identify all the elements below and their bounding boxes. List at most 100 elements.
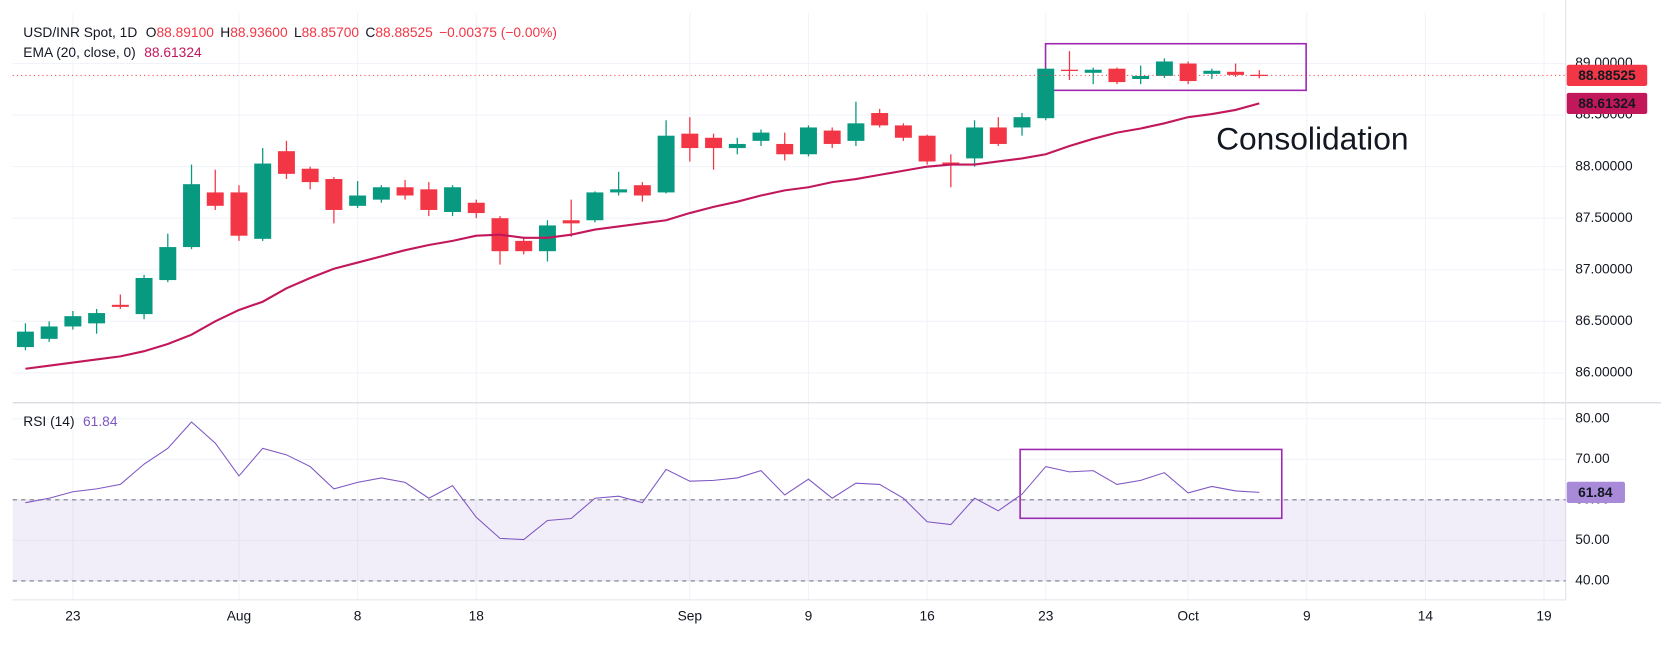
candle-body [1013,117,1031,128]
candle-body [467,202,485,214]
rsi-name: RSI (14) [23,414,74,429]
x-tick-label: 9 [805,608,813,623]
symbol-title: USD/INR Spot, 1D [23,25,137,40]
annotation: Consolidation [1216,121,1409,157]
x-tick-label: 8 [354,608,362,623]
legend-value: 88.85700 [302,25,360,40]
candle-body [562,220,580,224]
x-tick-label: Aug [227,608,252,623]
consolidation-box [1044,42,1307,92]
candle-body [1108,68,1126,83]
candle-body [254,163,272,239]
legend-key: C [365,25,375,40]
rsi-band [12,499,1566,581]
price-label-box [1566,92,1648,115]
legend-value: 88.89100 [156,25,214,40]
candle-body [776,143,794,155]
candle-body [1084,69,1102,73]
rsi-label: 61.84 [1578,485,1613,500]
candle-body [1132,75,1150,79]
price-label: 88.88525 [1578,68,1636,83]
ema-value: 88.61324 [144,45,202,60]
candle-body [1227,71,1245,75]
candle-body [586,192,604,221]
candle-body [752,132,770,141]
candle-body [823,130,841,144]
candle-body [183,184,200,248]
candle-body [657,135,675,193]
x-tick-label: Sep [678,608,703,623]
rsi-line [25,421,1260,541]
y-tick-label: 86.00000 [1575,365,1633,380]
candle-body [277,151,295,174]
candle-body [372,187,390,200]
candle-body [681,133,699,149]
price-label: 88.61324 [1578,96,1636,111]
candle-body [16,331,34,348]
candle-body [159,247,177,281]
candle-body [301,168,319,183]
rsi-box [1019,448,1283,520]
candle-body [349,195,367,206]
candle-body [1203,70,1221,74]
candle-body [420,189,438,210]
candle-body [799,127,817,155]
y-tick-label: 87.00000 [1575,261,1633,276]
candle-body [1061,69,1078,71]
x-tick-label: 14 [1418,608,1434,623]
candle-body [871,113,889,126]
candle-body [88,313,106,324]
x-tick-label: 16 [919,608,935,623]
candle-body [989,127,1007,144]
candle-body [847,123,865,141]
y-tick-label: 70.00 [1575,451,1610,466]
legend-value: 88.93600 [230,25,288,40]
x-tick-label: 23 [65,608,81,623]
candle-body [966,127,984,159]
candle-body [135,278,153,315]
rsi-value: 61.84 [83,414,118,429]
candle-body [894,125,912,138]
y-tick-label: 87.50000 [1575,210,1633,225]
candle-body [230,192,248,236]
candle-body [40,326,58,339]
candle-body [206,192,224,206]
rsi-label-box [1566,481,1625,503]
candle-body [515,240,533,252]
legend-change: −0.00375 (−0.00%) [439,25,557,40]
candle-body [396,187,414,196]
candle-body [1037,68,1055,119]
legend-key: L [294,25,302,40]
candle-body [64,316,82,327]
legend-value: 88.88525 [375,25,433,40]
y-tick-label: 50.00 [1575,532,1610,547]
candle-body [1179,63,1197,82]
ema-line [25,102,1260,370]
y-tick-label: 88.00000 [1575,158,1633,173]
legend-key: H [220,25,230,40]
candle-body [918,135,936,162]
x-tick-label: 9 [1303,608,1311,623]
candle-body [1155,61,1173,76]
candle-body [705,137,723,149]
x-tick-label: 23 [1038,608,1054,623]
x-tick-label: Oct [1177,608,1199,623]
x-tick-label: 18 [469,608,485,623]
x-tick-label: 19 [1536,608,1551,623]
rsi-legend: RSI (14) 61.84 [23,414,118,429]
price-label-box [1566,64,1648,86]
price-legend: USD/INR Spot, 1D O88.89100 H88.93600 L88.85… [23,25,557,40]
candle-body [111,304,129,307]
candle-body [610,189,628,193]
legend-key: O [146,25,157,40]
ema-name: EMA (20, close, 0) [23,45,135,60]
candle-body [444,187,462,213]
candle-body [633,185,651,196]
y-tick-label: 40.00 [1575,573,1610,588]
y-tick-label: 86.50000 [1575,313,1633,328]
y-tick-label: 80.00 [1575,410,1610,425]
candle-body [325,179,343,210]
